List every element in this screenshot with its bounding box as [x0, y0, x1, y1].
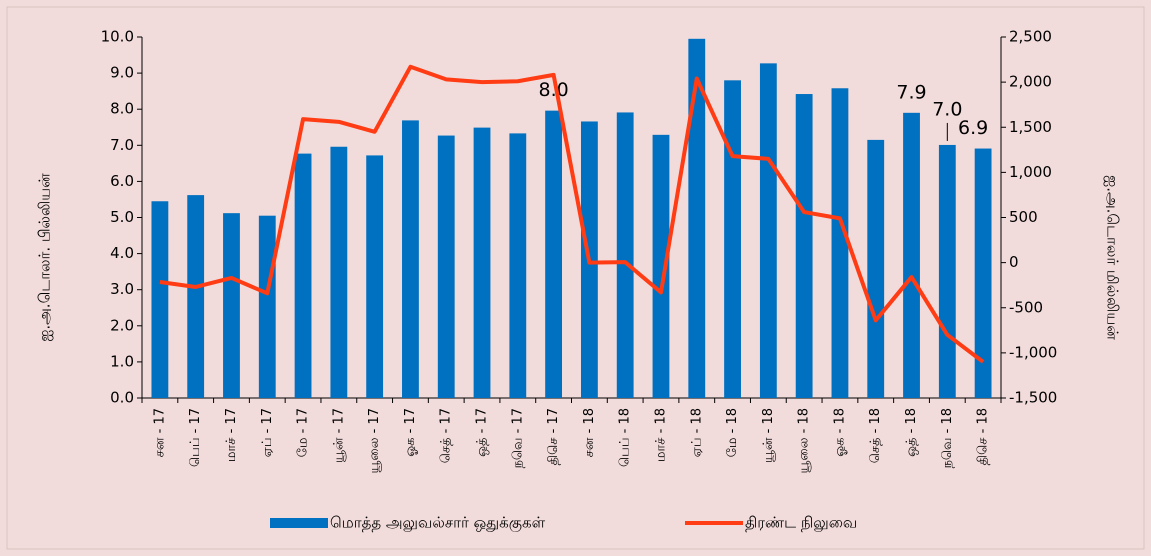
x-tick-label: மே - 17	[296, 408, 311, 457]
x-tick-label: யூன் - 18	[761, 408, 776, 463]
y-tick-label: 4.0	[110, 244, 134, 262]
y-tick-label: 10.0	[101, 28, 134, 46]
y2-tick-label: 1,500	[1009, 118, 1052, 136]
x-tick-label: ஒத் - 18	[904, 408, 919, 457]
legend-label: திரண்ட நிலுவை	[745, 514, 857, 533]
y-tick-label: 6.0	[110, 172, 134, 190]
bar	[509, 133, 527, 398]
bar	[867, 139, 885, 398]
x-tick-label: சன - 18	[582, 408, 597, 457]
x-tick-label: செத் - 18	[868, 408, 883, 463]
bar	[724, 80, 741, 398]
y2-tick-label: 2,500	[1009, 28, 1052, 46]
x-tick-label: யூலை - 18	[797, 408, 812, 473]
legend-swatch	[270, 518, 328, 528]
bar	[151, 201, 169, 398]
y2-tick-label: -1,000	[1009, 343, 1057, 361]
bar	[223, 213, 240, 398]
y-tick-label: 3.0	[110, 280, 134, 298]
bar	[473, 127, 491, 399]
x-tick-label: யூலை - 17	[367, 408, 382, 473]
x-tick-label: ஒத் - 17	[475, 408, 490, 457]
y2-tick-label: 1,000	[1009, 163, 1052, 181]
y2-tick-label: -500	[1009, 298, 1043, 316]
bar	[831, 88, 849, 399]
data-label: 7.0	[932, 98, 962, 120]
data-label: 6.9	[958, 117, 988, 139]
bar	[437, 135, 455, 399]
y-axis-title: ஐ.அ.டொலர். பில்லியன்	[36, 173, 54, 342]
bar	[938, 144, 956, 398]
x-tick-label: ஓக - 17	[403, 408, 418, 457]
y-tick-label: 0.0	[110, 389, 134, 407]
data-label: 8.0	[538, 79, 568, 101]
y-tick-label: 8.0	[110, 100, 134, 118]
y2-tick-label: 0	[1009, 253, 1019, 271]
bar	[545, 110, 563, 399]
y-tick-label: 1.0	[110, 352, 134, 370]
bar	[759, 63, 777, 399]
x-tick-label: திசெ - 17	[546, 408, 561, 465]
x-tick-label: ஏப் - 17	[260, 408, 275, 457]
y-tick-label: 5.0	[110, 208, 134, 226]
bar	[688, 38, 706, 399]
y-tick-label: 9.0	[110, 64, 134, 82]
x-tick-label: மாச் - 17	[224, 408, 239, 462]
bar	[402, 120, 419, 399]
x-tick-label: பெப் - 18	[618, 408, 633, 467]
bar	[616, 112, 634, 398]
bar	[652, 134, 670, 398]
x-tick-label: ஓக - 18	[832, 408, 847, 457]
y2-axis-title: ஐ.அ.டொலர் மில்லியன்	[1104, 175, 1122, 340]
x-tick-label: யூன் - 17	[331, 408, 346, 463]
y-tick-label: 2.0	[110, 316, 134, 334]
x-tick-label: மாச் - 18	[653, 408, 668, 462]
bar	[258, 215, 276, 398]
bar	[903, 112, 920, 398]
legend-label: மொத்த அலுவல்சார் ஒதுக்குகள்	[330, 514, 546, 533]
data-label: 7.9	[896, 81, 926, 103]
bar	[187, 195, 205, 398]
y2-tick-label: 2,000	[1009, 73, 1052, 91]
line	[159, 64, 985, 364]
x-tick-label: பெப் - 17	[188, 408, 203, 467]
bar	[795, 94, 813, 399]
bar	[294, 153, 312, 398]
x-tick-label: செத் - 17	[439, 408, 454, 463]
bar	[330, 146, 348, 398]
x-tick-label: ஏப் - 18	[689, 408, 704, 457]
y-tick-label: 7.0	[110, 136, 134, 154]
x-tick-label: சன - 17	[152, 408, 167, 457]
chart-area	[6, 6, 1145, 550]
y2-tick-label: -1,500	[1009, 389, 1057, 407]
x-tick-label: திசெ - 18	[976, 408, 991, 465]
y2-tick-label: 500	[1009, 208, 1038, 226]
x-tick-label: நவெ - 17	[510, 408, 525, 468]
bar	[974, 148, 992, 398]
x-tick-label: மே - 18	[725, 408, 740, 457]
x-tick-label: நவெ - 18	[940, 408, 955, 468]
bar	[366, 155, 384, 398]
